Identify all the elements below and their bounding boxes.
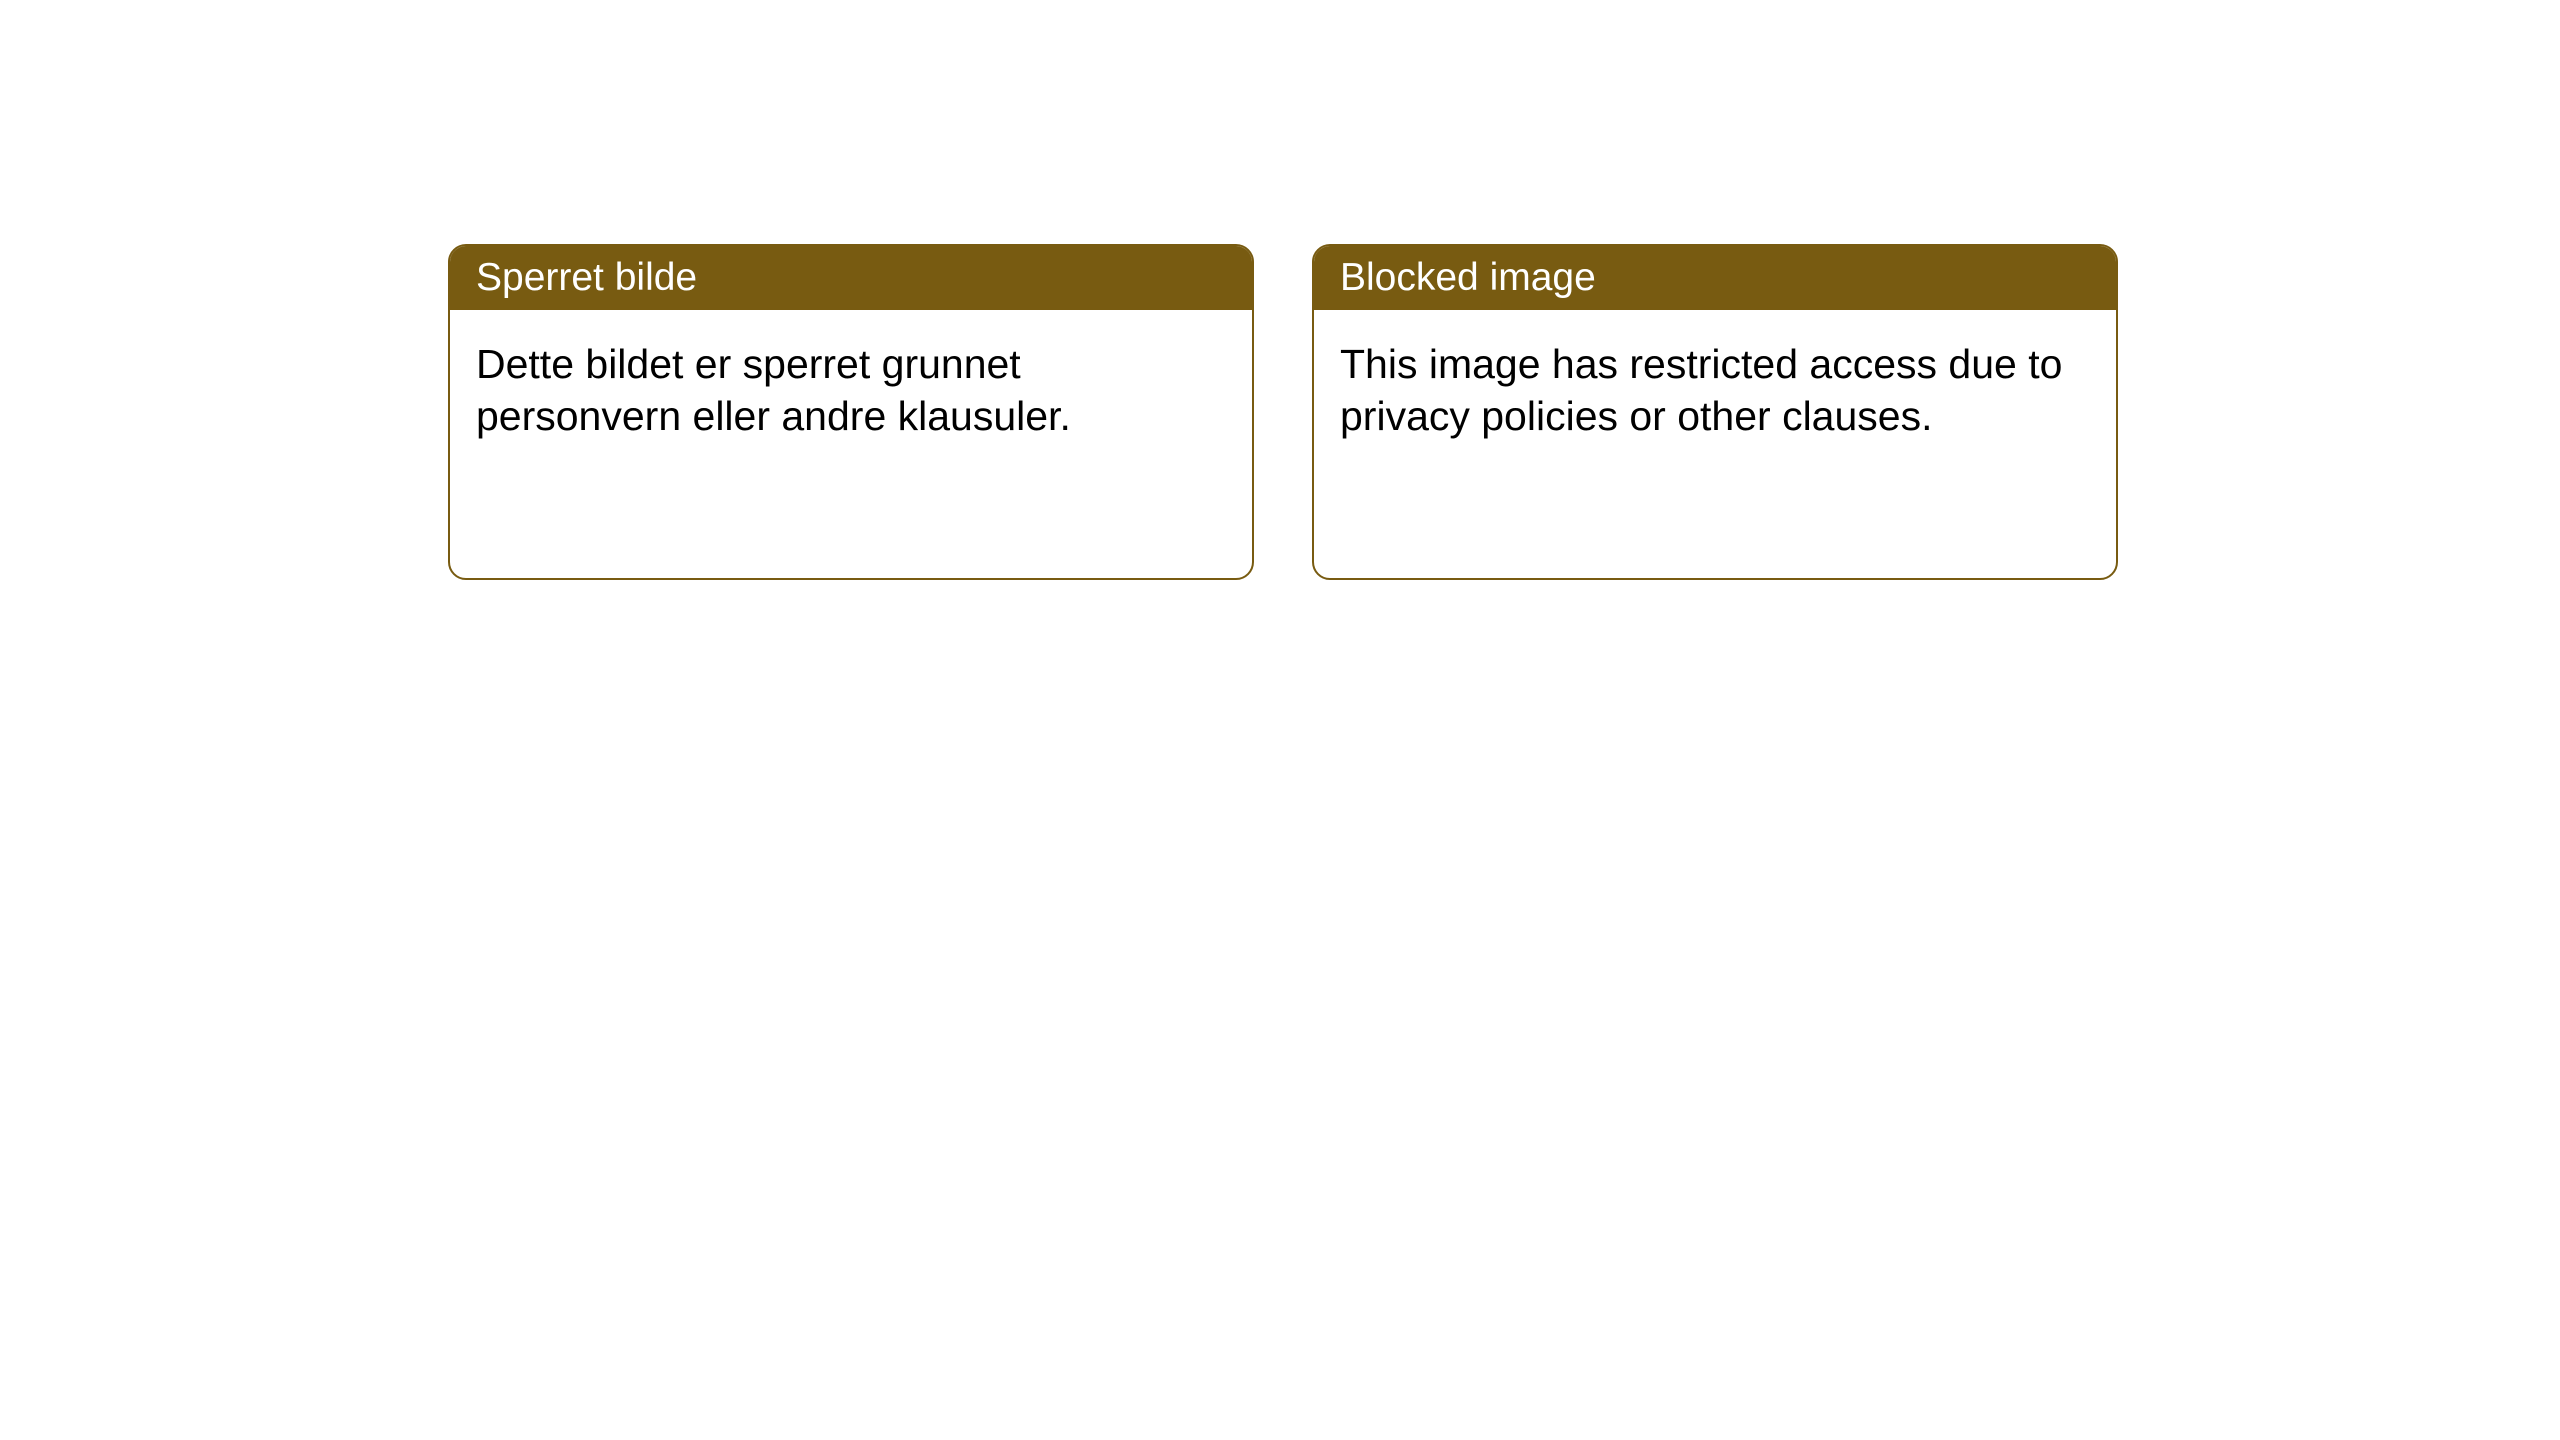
card-body-no: Dette bildet er sperret grunnet personve… [450,310,1252,470]
card-title-no: Sperret bilde [450,246,1252,310]
blocked-image-cards: Sperret bilde Dette bildet er sperret gr… [448,244,2118,580]
blocked-image-card-no: Sperret bilde Dette bildet er sperret gr… [448,244,1254,580]
blocked-image-card-en: Blocked image This image has restricted … [1312,244,2118,580]
card-title-en: Blocked image [1314,246,2116,310]
card-body-en: This image has restricted access due to … [1314,310,2116,470]
